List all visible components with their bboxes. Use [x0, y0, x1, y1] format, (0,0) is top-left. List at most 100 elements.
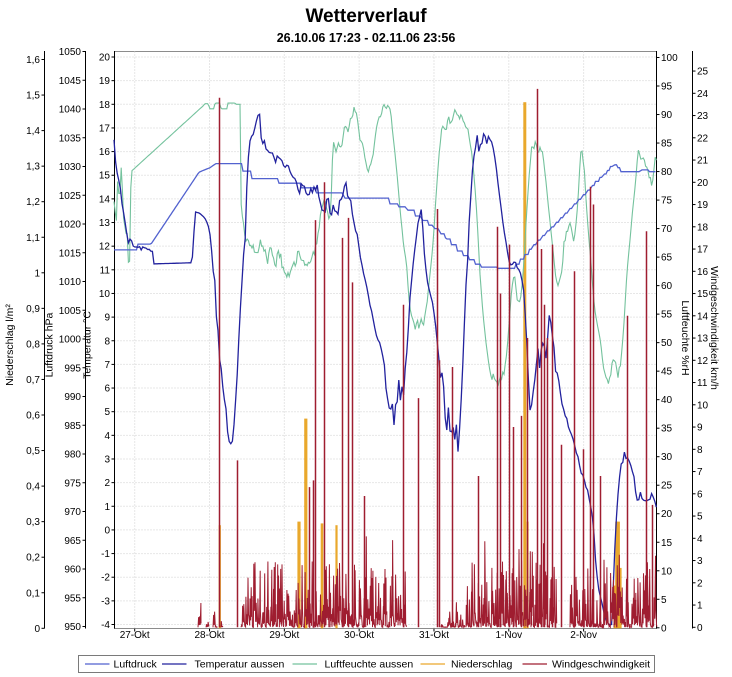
svg-text:45: 45: [661, 367, 673, 378]
svg-text:Luftdruck hPa: Luftdruck hPa: [44, 312, 56, 377]
svg-text:23: 23: [697, 111, 709, 122]
svg-text:1000: 1000: [59, 335, 82, 346]
svg-text:10: 10: [661, 566, 673, 577]
svg-text:75: 75: [661, 196, 673, 207]
svg-text:Niederschlag: Niederschlag: [451, 659, 512, 671]
svg-text:Niederschlag l/m²: Niederschlag l/m²: [4, 304, 16, 386]
svg-text:55: 55: [661, 310, 673, 321]
svg-text:31-Okt: 31-Okt: [419, 630, 449, 641]
svg-text:1: 1: [104, 502, 110, 513]
svg-text:1020: 1020: [59, 220, 82, 231]
svg-text:1010: 1010: [59, 277, 82, 288]
svg-text:35: 35: [661, 424, 673, 435]
svg-text:Wetterverlauf: Wetterverlauf: [305, 6, 427, 27]
svg-text:10: 10: [99, 289, 111, 300]
svg-text:7: 7: [104, 360, 110, 371]
svg-text:4: 4: [697, 534, 703, 545]
svg-text:12: 12: [697, 356, 709, 367]
svg-text:1050: 1050: [59, 47, 82, 58]
svg-text:25: 25: [661, 481, 673, 492]
svg-text:85: 85: [661, 139, 673, 150]
svg-text:Luftdruck: Luftdruck: [114, 659, 158, 671]
svg-text:22: 22: [697, 133, 709, 144]
svg-text:15: 15: [697, 289, 709, 300]
svg-text:0,3: 0,3: [26, 517, 40, 528]
svg-text:95: 95: [661, 82, 673, 93]
svg-text:21: 21: [697, 156, 709, 167]
svg-text:0,4: 0,4: [26, 482, 40, 493]
svg-text:Luftfeuchte aussen: Luftfeuchte aussen: [325, 659, 414, 671]
svg-text:15: 15: [99, 171, 111, 182]
svg-text:11: 11: [697, 378, 708, 389]
svg-text:20: 20: [99, 53, 111, 64]
svg-text:13: 13: [99, 218, 111, 229]
svg-text:8: 8: [697, 445, 703, 456]
svg-text:5: 5: [697, 512, 703, 523]
svg-text:1045: 1045: [59, 76, 82, 87]
svg-text:25: 25: [697, 67, 709, 78]
svg-text:50: 50: [661, 338, 673, 349]
svg-text:950: 950: [64, 622, 81, 633]
svg-text:0,8: 0,8: [26, 339, 40, 350]
svg-text:995: 995: [64, 363, 81, 374]
svg-text:Temperatur aussen: Temperatur aussen: [195, 659, 285, 671]
svg-text:2: 2: [104, 478, 110, 489]
svg-text:24: 24: [697, 89, 709, 100]
svg-text:1,3: 1,3: [26, 162, 40, 173]
svg-text:28-Okt: 28-Okt: [195, 630, 225, 641]
svg-text:2: 2: [697, 578, 703, 589]
svg-text:1040: 1040: [59, 105, 82, 116]
svg-text:1,5: 1,5: [26, 91, 40, 102]
svg-text:980: 980: [64, 450, 81, 461]
svg-text:0,1: 0,1: [26, 588, 40, 599]
svg-text:100: 100: [661, 53, 678, 64]
svg-text:965: 965: [64, 536, 81, 547]
svg-text:3: 3: [697, 556, 703, 567]
svg-text:Windgeschwindigkeit km/h: Windgeschwindigkeit km/h: [708, 266, 720, 390]
svg-text:Luftfeuchte %rH: Luftfeuchte %rH: [679, 300, 691, 375]
svg-text:7: 7: [697, 467, 703, 478]
svg-text:20: 20: [661, 509, 673, 520]
svg-text:40: 40: [661, 395, 673, 406]
svg-text:14: 14: [99, 194, 111, 205]
svg-text:19: 19: [697, 200, 709, 211]
svg-text:0: 0: [104, 525, 110, 536]
svg-text:15: 15: [661, 538, 673, 549]
svg-text:1025: 1025: [59, 191, 82, 202]
svg-text:975: 975: [64, 478, 81, 489]
svg-text:18: 18: [99, 100, 111, 111]
svg-text:30-Okt: 30-Okt: [344, 630, 374, 641]
svg-text:10: 10: [697, 400, 709, 411]
svg-text:30: 30: [661, 452, 673, 463]
svg-text:14: 14: [697, 311, 709, 322]
svg-text:90: 90: [661, 110, 673, 121]
svg-text:1,2: 1,2: [26, 197, 40, 208]
svg-text:1035: 1035: [59, 133, 82, 144]
svg-text:65: 65: [661, 253, 673, 264]
svg-text:13: 13: [697, 334, 709, 345]
svg-text:20: 20: [697, 178, 709, 189]
svg-text:5: 5: [661, 595, 667, 606]
svg-text:1,1: 1,1: [26, 233, 40, 244]
svg-text:-3: -3: [101, 596, 110, 607]
svg-text:17: 17: [697, 245, 709, 256]
svg-text:1: 1: [697, 601, 703, 612]
svg-text:0,2: 0,2: [26, 553, 40, 564]
svg-text:12: 12: [99, 242, 111, 253]
svg-text:6: 6: [104, 384, 110, 395]
svg-text:1015: 1015: [59, 248, 82, 259]
svg-text:1,6: 1,6: [26, 55, 40, 66]
svg-text:970: 970: [64, 507, 81, 518]
svg-text:Windgeschwindigkeit: Windgeschwindigkeit: [552, 659, 650, 671]
svg-text:2-Nov: 2-Nov: [570, 630, 597, 641]
svg-text:1030: 1030: [59, 162, 82, 173]
svg-text:26.10.06 17:23 - 02.11.06 23:5: 26.10.06 17:23 - 02.11.06 23:56: [277, 31, 456, 45]
svg-text:1,4: 1,4: [26, 126, 40, 137]
svg-text:4: 4: [104, 431, 110, 442]
svg-text:0,7: 0,7: [26, 375, 40, 386]
svg-text:16: 16: [697, 267, 709, 278]
svg-text:0: 0: [34, 624, 40, 635]
svg-text:70: 70: [661, 224, 673, 235]
svg-text:8: 8: [104, 336, 110, 347]
svg-text:27-Okt: 27-Okt: [120, 630, 150, 641]
